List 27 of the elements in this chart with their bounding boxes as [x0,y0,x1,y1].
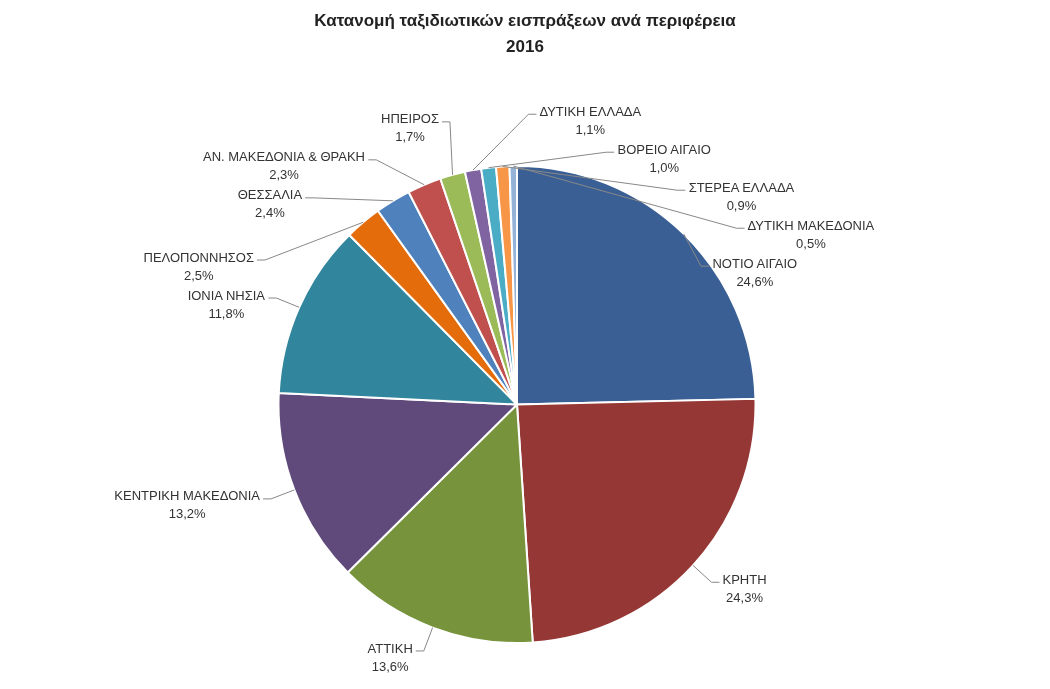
slice-label: ΔΥΤΙΚΗ ΜΑΚΕΔΟΝΙΑ [747,217,875,233]
chart-title: Κατανομή ταξιδιωτικών εισπράξεων ανά περιφέρεια 2016 [313,10,737,58]
slice-label: ΑΝ. ΜΑΚΕΔΟΝΙΑ & ΘΡΑΚΗ [202,149,365,165]
data-label: 1,1% [575,121,606,137]
slice-label: ΚΕΝΤΡΙΚΗ ΜΑΚΕΔΟΝΙΑ [114,488,261,504]
slice-label: ΚΡΗΤΗ [722,571,767,587]
data-label: 24,6% [736,273,774,289]
data-label: 2,3% [269,167,300,183]
slice-label: ΔΥΤΙΚΗ ΕΛΛΑΔΑ [539,103,642,119]
slice-label: ΑΤΤΙΚΗ [367,640,413,656]
data-label: 11,8% [208,305,245,321]
slice-label: ΗΠΕΙΡΟΣ [381,111,439,127]
data-label: 0,9% [726,197,757,213]
slice-label: ΒΟΡΕΙΟ ΑΙΓΑΙΟ [617,141,711,157]
slice-label: ΘΕΣΣΑΛΙΑ [237,187,303,203]
data-label: 0,5% [796,235,827,251]
slice-label: ΝΟΤΙΟ ΑΙΓΑΙΟ [712,255,798,271]
slice-label: ΙΟΝΙΑ ΝΗΣΙΑ [187,287,266,303]
data-label: 2,5% [183,267,214,283]
slice-label: ΣΤΕΡΕΑ ΕΛΛΑΔΑ [688,179,795,195]
slice-label: ΠΕΛΟΠΟΝΝΗΣΟΣ [143,249,254,265]
data-label: 24,3% [726,589,764,605]
data-label: 13,6% [371,658,410,674]
data-label: 13,2% [168,506,207,522]
data-label: 2,4% [255,205,286,221]
data-label: 1,7% [395,129,426,145]
data-label: 1,0% [649,159,680,175]
